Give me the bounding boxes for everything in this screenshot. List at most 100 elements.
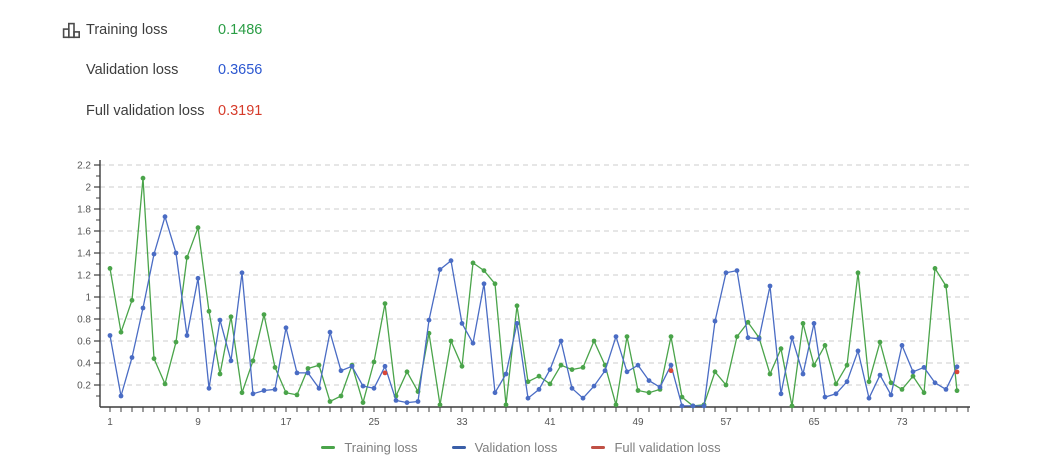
validation-loss-point <box>866 395 872 401</box>
metric-value: 0.3656 <box>218 62 263 78</box>
metric-label: Full validation loss <box>86 103 205 119</box>
validation-loss-point <box>690 403 696 409</box>
training-loss-point <box>118 329 124 335</box>
validation-loss-point <box>877 372 883 378</box>
axis-tick-label: 41 <box>544 417 556 428</box>
validation-loss-point <box>591 383 597 389</box>
training-loss-point <box>382 301 388 306</box>
validation-loss-point <box>382 363 388 369</box>
validation-loss-point <box>393 398 399 403</box>
full-validation-loss-point <box>382 370 388 376</box>
validation-loss-point <box>459 321 465 326</box>
validation-loss-point <box>536 387 542 392</box>
training-loss-point <box>580 365 586 370</box>
validation-loss-swatch <box>451 446 466 449</box>
chart-legend: Training loss Validation loss Full valid… <box>0 440 1042 455</box>
axis-tick-label: 1 <box>85 293 91 304</box>
validation-loss-point <box>921 365 927 370</box>
validation-loss-point <box>349 363 355 369</box>
training-loss-point <box>206 308 212 314</box>
validation-loss-point <box>173 250 179 256</box>
axis-tick-label: 25 <box>368 417 380 428</box>
training-loss-point <box>954 388 960 394</box>
training-loss-point <box>459 363 465 369</box>
training-loss-point <box>624 334 630 339</box>
validation-loss-point <box>657 384 663 390</box>
training-loss-point <box>184 255 190 260</box>
validation-loss-point <box>107 333 113 338</box>
training-loss-point <box>536 373 542 379</box>
validation-loss-point <box>283 325 289 331</box>
validation-loss-point <box>767 283 773 289</box>
validation-loss-point <box>305 370 311 376</box>
training-loss-point <box>437 402 443 408</box>
training-loss-point <box>910 373 916 379</box>
training-loss-point <box>811 362 817 368</box>
training-loss-point <box>877 339 883 345</box>
training-loss-point <box>668 334 674 339</box>
validation-loss-point <box>195 275 201 281</box>
validation-loss-point <box>701 403 707 409</box>
training-loss-point <box>250 358 256 364</box>
validation-loss-point <box>140 305 146 311</box>
training-loss-swatch <box>321 446 336 449</box>
validation-loss-point <box>943 387 949 392</box>
validation-loss-point <box>580 395 586 401</box>
training-loss-point <box>239 390 245 396</box>
training-loss-point <box>789 403 795 409</box>
axis-tick-label: 17 <box>280 417 292 428</box>
legend-item-training-loss[interactable]: Training loss <box>321 440 418 455</box>
validation-loss-point <box>547 367 553 372</box>
validation-loss-point <box>734 268 740 273</box>
validation-loss-point <box>855 348 861 354</box>
validation-loss-point <box>635 362 641 368</box>
validation-loss-point <box>437 267 443 272</box>
validation-loss-point <box>910 369 916 375</box>
validation-loss-point <box>327 329 333 335</box>
validation-loss-point <box>800 371 806 377</box>
validation-loss-point <box>514 321 520 326</box>
axis-tick-label: 2.2 <box>77 161 91 172</box>
training-loss-point <box>767 371 773 377</box>
validation-loss-point <box>569 385 575 391</box>
training-loss-point <box>569 367 575 372</box>
axis-tick-label: 0.4 <box>77 359 91 370</box>
validation-loss-point <box>217 317 223 323</box>
axis-tick-label: 0.8 <box>77 315 91 326</box>
training-loss-point <box>503 402 509 408</box>
training-loss-point <box>778 346 784 352</box>
validation-loss-point <box>503 371 509 377</box>
training-loss-point <box>404 369 410 375</box>
training-loss-point <box>195 225 201 231</box>
training-loss-point <box>305 366 311 371</box>
validation-loss-point <box>492 390 498 396</box>
validation-loss-point <box>525 395 531 401</box>
full-validation-loss-point <box>954 369 960 375</box>
validation-loss-point <box>404 400 410 405</box>
validation-loss-point <box>778 391 784 397</box>
axis-tick-label: 49 <box>632 417 644 428</box>
validation-loss-point <box>723 270 729 276</box>
training-loss-line <box>109 178 958 407</box>
training-loss-point <box>107 266 113 271</box>
validation-loss-point <box>250 391 256 397</box>
validation-loss-point <box>415 399 421 404</box>
training-loss-point <box>679 394 685 400</box>
validation-loss-point <box>184 333 190 338</box>
validation-loss-point <box>668 362 674 368</box>
legend-item-full-validation-loss[interactable]: Full validation loss <box>591 440 721 455</box>
validation-loss-point <box>470 340 476 346</box>
axis-tick-label: 1.8 <box>77 205 91 216</box>
training-loss-point <box>723 382 729 388</box>
metric-label: Validation loss <box>86 62 179 78</box>
training-loss-point <box>635 388 641 393</box>
training-loss-point <box>492 281 498 287</box>
training-loss-point <box>228 314 234 320</box>
legend-item-validation-loss[interactable]: Validation loss <box>451 440 557 455</box>
validation-loss-point <box>371 385 377 391</box>
validation-loss-point <box>261 388 267 393</box>
training-loss-point <box>470 260 476 266</box>
axis-tick-label: 1.2 <box>77 271 91 282</box>
validation-loss-point <box>294 370 300 376</box>
validation-loss-point <box>426 317 432 323</box>
